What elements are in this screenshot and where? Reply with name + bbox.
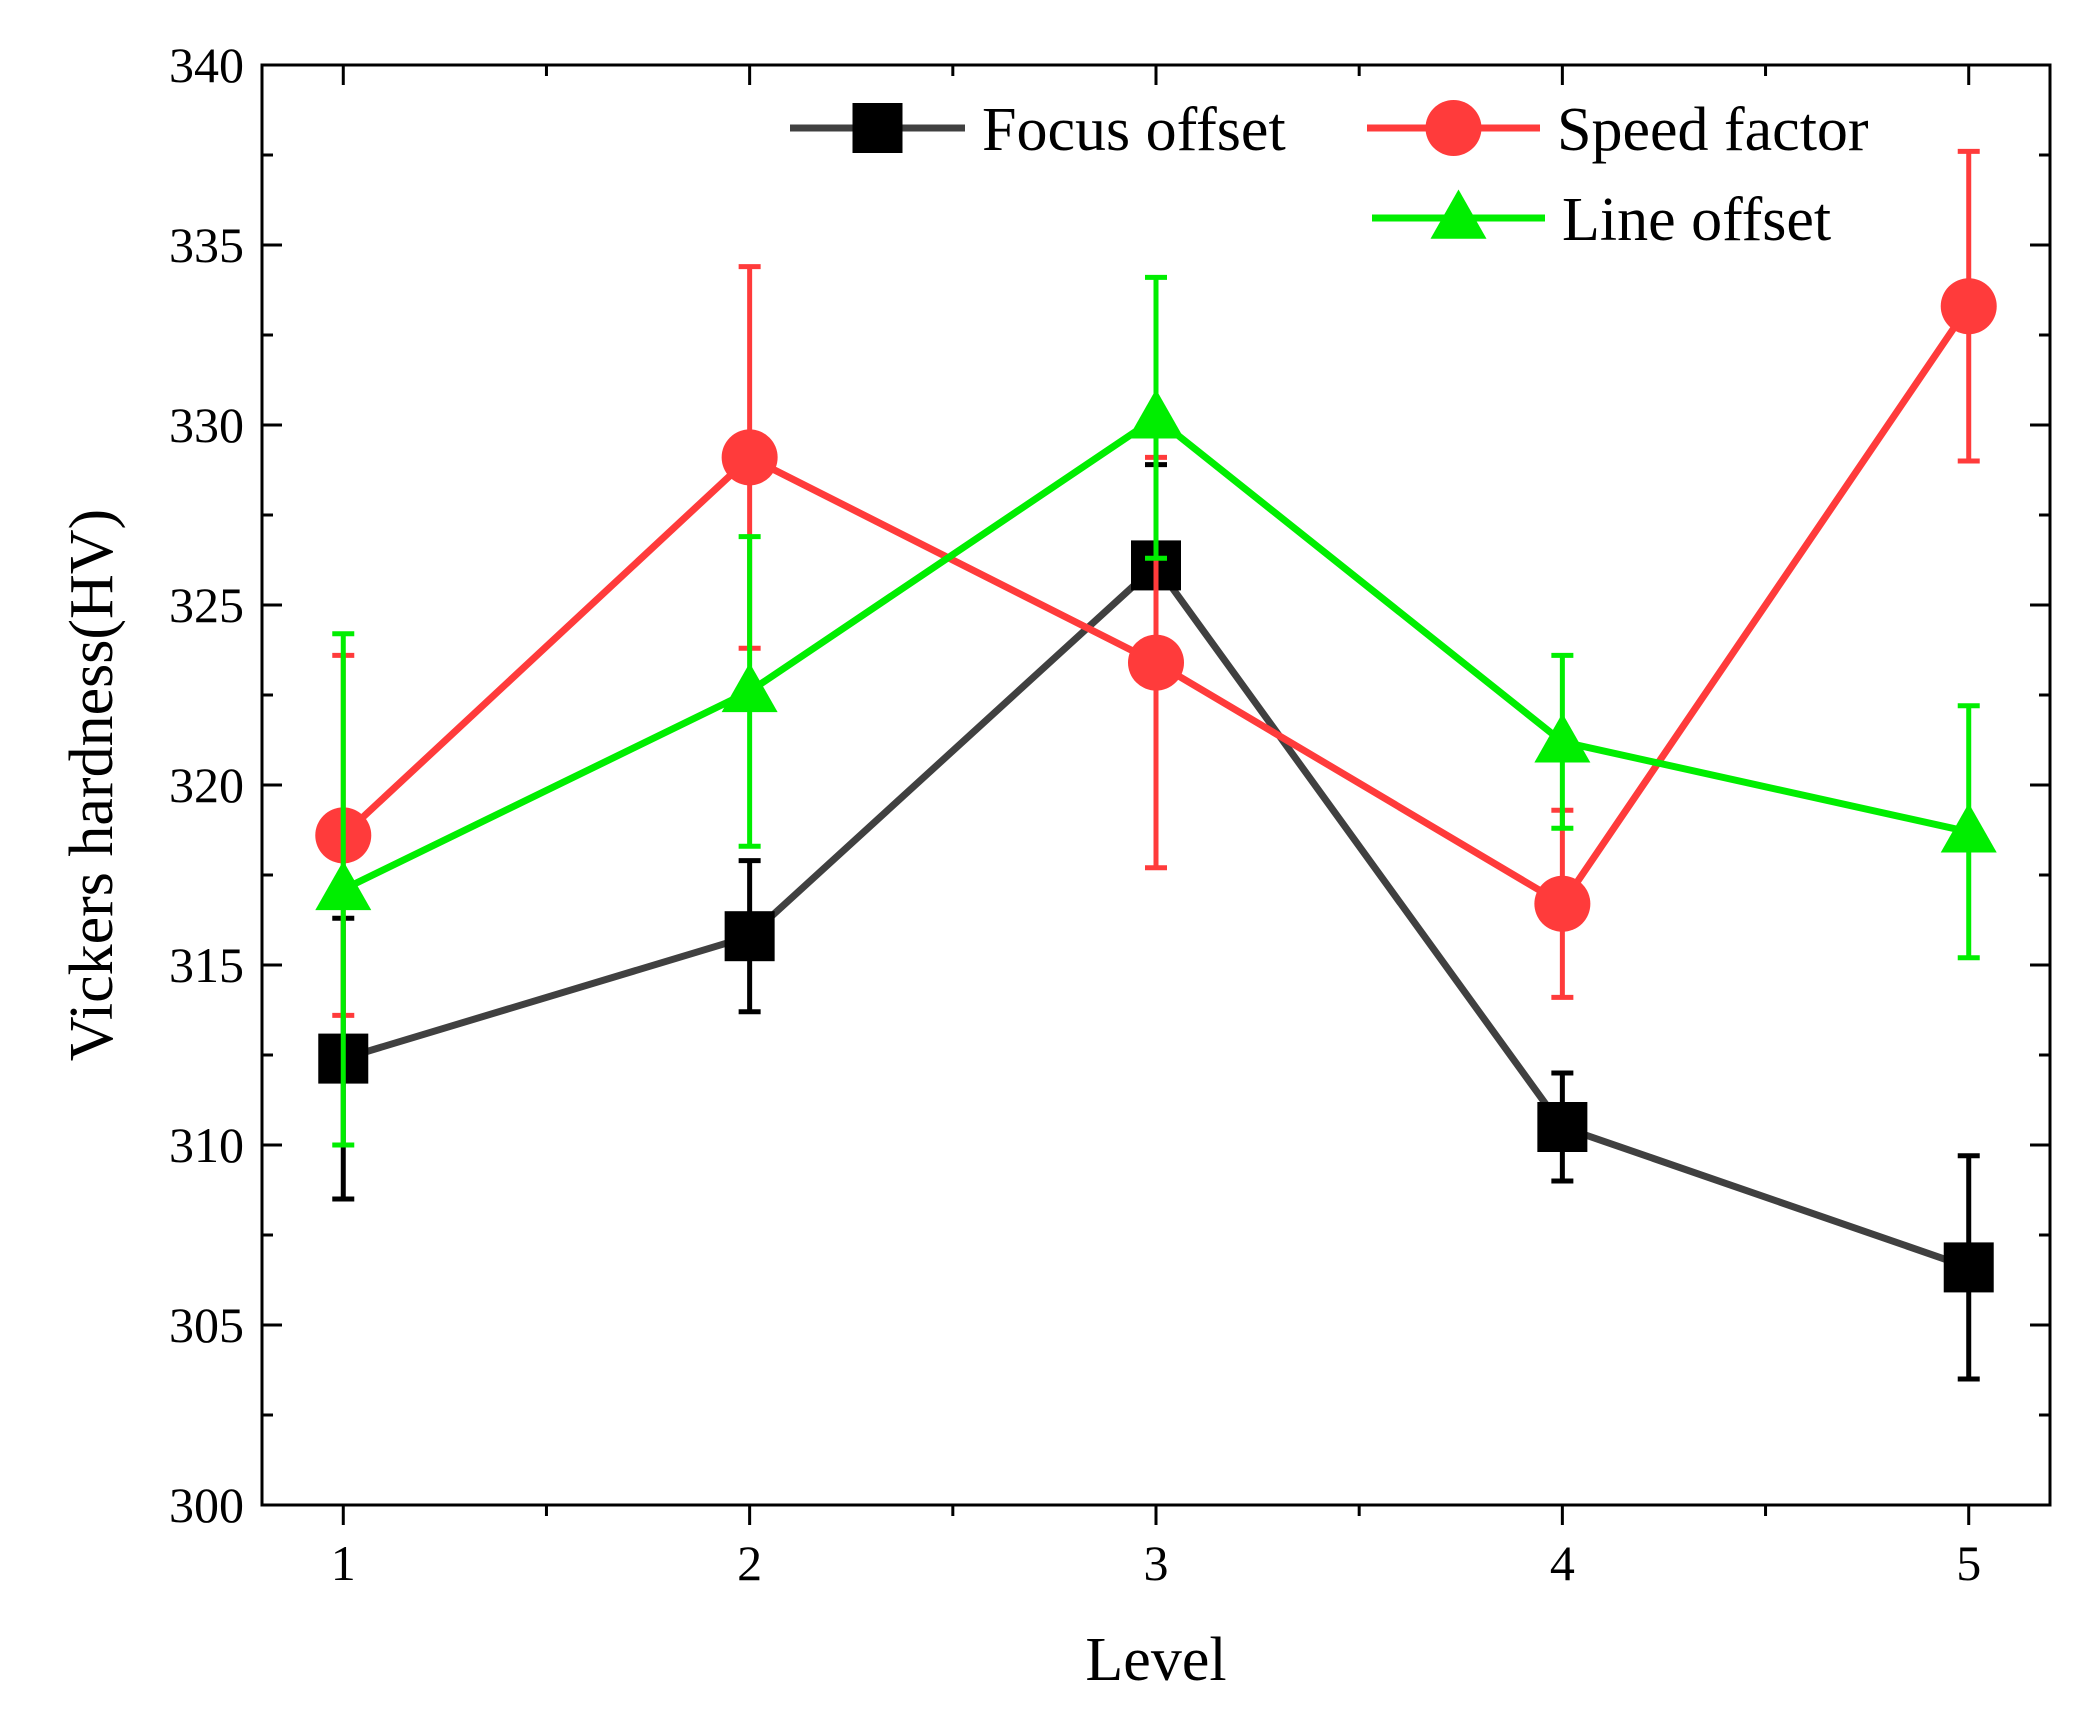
series-layer xyxy=(315,148,1997,1382)
x-tick-label: 2 xyxy=(737,1535,762,1591)
legend-entry: Speed factor xyxy=(1367,96,1869,164)
x-axis: 1 2 3 4 5 xyxy=(331,65,1981,1591)
y-tick-label: 340 xyxy=(169,37,244,93)
legend-entry: Focus offset xyxy=(790,96,1286,164)
legend-swatch-marker xyxy=(1430,189,1487,239)
y-tick-label: 335 xyxy=(169,217,244,273)
data-point xyxy=(1128,389,1184,439)
data-point xyxy=(721,429,778,486)
y-tick-label: 310 xyxy=(169,1117,244,1173)
y-tick-label: 305 xyxy=(169,1297,244,1353)
legend-label: Line offset xyxy=(1562,186,1831,254)
y-tick-label: 320 xyxy=(169,757,244,813)
legend-label: Speed factor xyxy=(1557,96,1869,164)
y-axis-title: Vickers hardness(HV) xyxy=(58,509,126,1061)
x-axis-title: Level xyxy=(1085,1626,1226,1694)
data-point xyxy=(1534,713,1591,763)
data-point xyxy=(721,662,778,713)
y-tick-label: 300 xyxy=(169,1477,244,1533)
y-tick-label: 330 xyxy=(169,397,244,453)
y-axis: 300 305 310 315 320 325 330 335 340 xyxy=(169,37,2050,1533)
y-tick-label: 315 xyxy=(169,937,244,993)
x-tick-label: 4 xyxy=(1550,1535,1575,1591)
data-point xyxy=(1943,1242,1994,1293)
legend-entry: Line offset xyxy=(1372,186,1831,254)
legend-swatch-marker xyxy=(852,103,903,153)
data-point xyxy=(1534,875,1591,932)
data-point xyxy=(315,860,372,911)
data-point xyxy=(1537,1102,1588,1152)
legend-label: Focus offset xyxy=(982,96,1286,164)
y-tick-label: 325 xyxy=(169,577,244,633)
data-point xyxy=(1128,634,1184,691)
data-point xyxy=(1940,278,1997,335)
data-point xyxy=(1940,803,1997,853)
legend: Focus offset Speed factor Line offset xyxy=(790,96,1869,254)
x-tick-label: 5 xyxy=(1956,1535,1981,1591)
x-tick-label: 3 xyxy=(1144,1535,1169,1591)
data-point xyxy=(724,911,775,962)
legend-swatch-marker xyxy=(1425,100,1482,156)
x-tick-label: 1 xyxy=(331,1535,356,1591)
series-line-offset xyxy=(315,274,1997,1148)
